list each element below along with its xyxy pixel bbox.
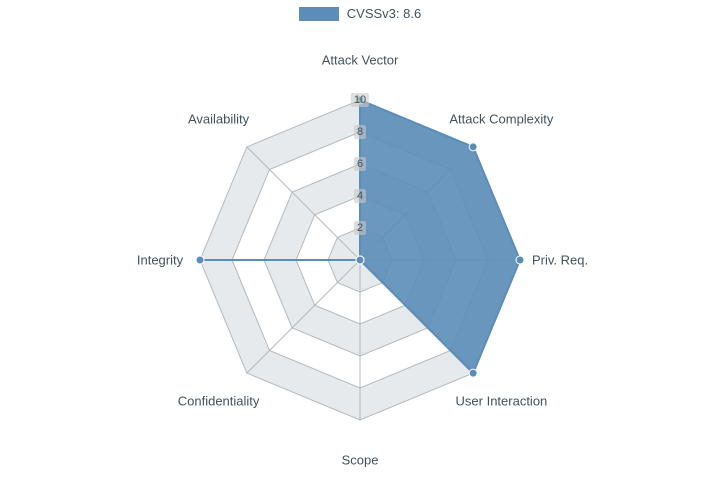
legend-swatch [299,7,339,21]
radar-chart: CVSSv3: 8.6 Attack VectorAttack Complexi… [0,0,720,504]
radar-svg [0,0,720,504]
legend-item[interactable]: CVSSv3: 8.6 [299,6,421,21]
legend: CVSSv3: 8.6 [0,6,720,26]
legend-label: CVSSv3: 8.6 [347,6,421,21]
